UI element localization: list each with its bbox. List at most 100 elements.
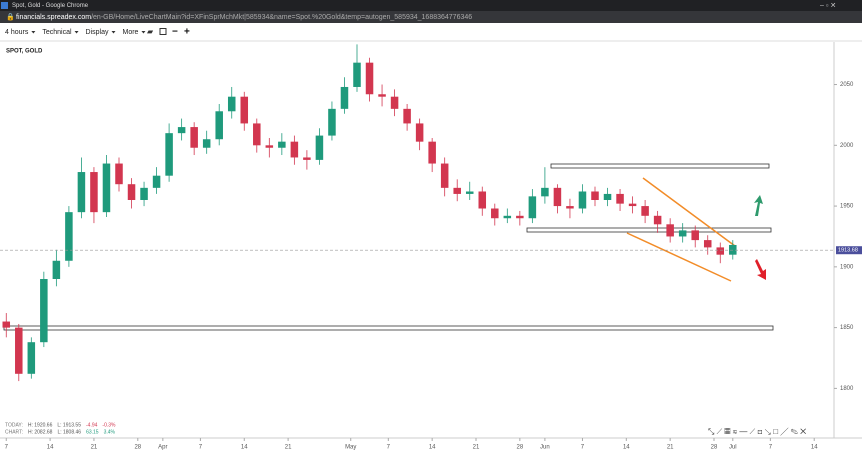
zoom-in[interactable]: + <box>184 27 190 38</box>
info-panel: TODAY: H: 1920.66 L: 1913.55 -4.94 -0.3% CHAR… <box>5 422 116 435</box>
y-tick-label: 1850 <box>840 325 854 331</box>
candle-body <box>603 193 612 200</box>
toolbar-item[interactable]: Technical <box>42 29 72 36</box>
x-tick-label: 14 <box>241 445 248 451</box>
info-text: 3.4% <box>104 429 116 435</box>
candle-body <box>553 187 562 207</box>
x-tick-label: 28 <box>134 445 141 451</box>
y-tick-label: 1800 <box>840 386 854 392</box>
x-tick-label: 14 <box>623 445 630 451</box>
candle-body <box>403 108 411 124</box>
candle-body <box>703 240 712 248</box>
candle-body <box>378 94 386 97</box>
y-tick-label: 2000 <box>840 143 854 149</box>
candle-body <box>202 139 211 148</box>
candle-body <box>729 244 737 255</box>
y-tick-label: 1950 <box>840 204 854 210</box>
x-tick-label: Apr <box>158 445 167 451</box>
candle-body <box>40 279 48 343</box>
x-tick-label: 14 <box>811 445 818 451</box>
up-arrow <box>754 195 763 216</box>
x-tick-label: 21 <box>91 445 98 451</box>
candle-body <box>641 206 649 216</box>
candle-body <box>578 191 587 209</box>
dropdown-caret <box>31 31 36 34</box>
toolbar <box>0 23 862 41</box>
trend-line <box>626 232 732 282</box>
candle-body <box>190 127 198 148</box>
candle-body <box>165 133 173 176</box>
x-tick-label: 21 <box>473 445 480 451</box>
candle-body <box>616 193 624 204</box>
x-tick-label: 28 <box>516 445 523 451</box>
x-tick-label: 21 <box>285 445 292 451</box>
candle-body <box>227 96 236 112</box>
tool-icon[interactable]: ⤡ ⟋ ▦ ≋ — ⟋ ⊡ ↘ □ ╱ ✎ ✕ <box>708 427 806 436</box>
candle-body <box>303 157 311 160</box>
candle-body <box>628 203 637 207</box>
candle-body <box>253 123 261 146</box>
candle-body <box>428 141 436 164</box>
info-text: TODAY: <box>5 422 23 428</box>
drawing-tools[interactable]: ⤡ ⟋ ▦ ≋ — ⟋ ⊡ ↘ □ ╱ ✎ ✕ <box>708 427 806 436</box>
zoom-out[interactable]: − <box>172 27 178 38</box>
candle-body <box>465 191 474 194</box>
x-tick-label: 21 <box>667 445 674 451</box>
candle-body <box>528 196 537 219</box>
window-controls[interactable]: – ▫ ✕ <box>820 2 836 9</box>
candle-body <box>666 224 674 237</box>
save-icon[interactable] <box>159 28 167 35</box>
info-text: CHART: <box>5 429 23 435</box>
info-text: L: 1808.46 <box>57 429 81 435</box>
info-text: -4.94 <box>86 422 98 428</box>
candle-body <box>691 230 699 241</box>
x-tick-label: 7 <box>387 445 391 451</box>
candle-body <box>503 215 512 219</box>
x-tick-label: 7 <box>769 445 773 451</box>
info-text: L: 1913.55 <box>57 422 81 428</box>
dropdown-caret <box>141 31 146 34</box>
candle-body <box>541 187 549 197</box>
candle-body <box>265 145 274 148</box>
candle-body <box>27 342 36 374</box>
x-tick-label: 7 <box>199 445 203 451</box>
info-text: H: 1920.66 <box>28 422 53 428</box>
candle-body <box>65 212 73 261</box>
app-icon <box>1 2 8 9</box>
dropdown-caret <box>74 31 79 34</box>
candle-body <box>140 187 148 200</box>
x-tick-label: 7 <box>581 445 585 451</box>
candle-body <box>315 135 324 160</box>
x-tick-label: 7 <box>5 445 9 451</box>
trend-line <box>642 177 736 247</box>
dropdown-caret <box>111 31 116 34</box>
last-price-box <box>836 246 862 255</box>
candle-body <box>127 184 136 200</box>
folder-icon[interactable]: ▰ <box>147 27 154 36</box>
candle-body <box>516 215 524 219</box>
candle-body <box>77 172 86 213</box>
candle-body <box>177 127 186 134</box>
toolbar-item[interactable]: 4 hours <box>5 29 29 36</box>
toolbar-item[interactable]: More <box>123 29 139 36</box>
lock-icon: 🔒 <box>6 13 15 21</box>
candle-body <box>15 327 23 374</box>
toolbar-item[interactable]: Display <box>86 29 109 36</box>
candle-body <box>215 111 223 140</box>
url-host: financials.spreadex.com <box>16 14 91 21</box>
candle-body <box>478 191 487 209</box>
window-title: Spot, Gold - Google Chrome <box>12 3 89 9</box>
y-tick-label: 1900 <box>840 264 854 270</box>
title-bar <box>0 0 862 11</box>
x-tick-label: Jun <box>540 445 550 451</box>
toolbar-items: 4 hours Technical Display More <box>5 29 146 36</box>
candle-body <box>90 172 98 213</box>
url[interactable]: financials.spreadex.com/en-GB/Home/LiveC… <box>16 14 472 21</box>
support-zone <box>3 325 774 331</box>
candle-body <box>566 206 574 209</box>
last-price-label: 1913.68 <box>838 248 858 254</box>
x-tick-label: 14 <box>47 445 54 451</box>
candle-body <box>453 187 461 194</box>
candle-body <box>152 175 161 188</box>
